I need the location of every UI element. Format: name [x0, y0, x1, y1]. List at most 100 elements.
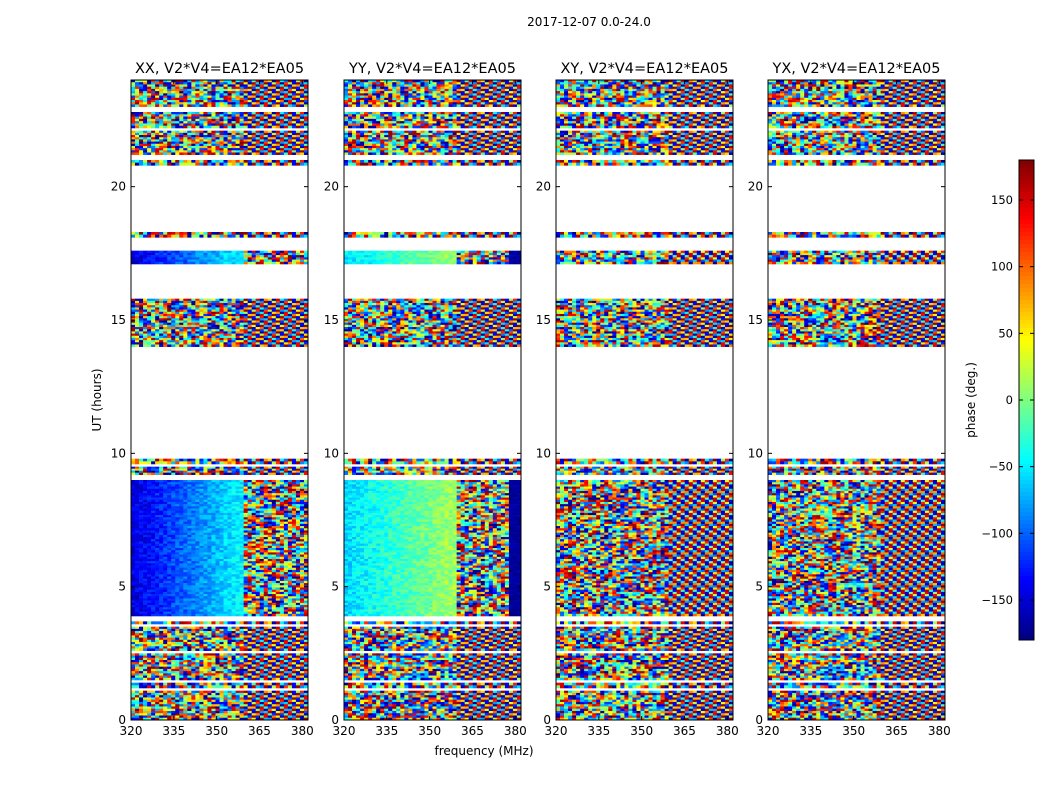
heatmap-cell — [223, 666, 228, 670]
heatmap-cell — [291, 484, 297, 487]
heatmap-cell — [203, 305, 208, 308]
heatmap-cell — [259, 598, 265, 601]
heatmap-cell — [239, 576, 244, 580]
heatmap-cell — [195, 600, 200, 604]
heatmap-cell — [287, 510, 293, 514]
heatmap-cell — [303, 602, 308, 606]
heatmap-cell — [243, 572, 248, 575]
heatmap-cell — [159, 671, 164, 674]
heatmap-cell — [251, 461, 256, 465]
heatmap-cell — [287, 710, 293, 714]
heatmap-cell — [299, 558, 305, 562]
heatmap-cell — [131, 526, 136, 529]
heatmap-cell — [239, 517, 244, 520]
heatmap-cell — [187, 657, 192, 661]
heatmap-cell — [147, 515, 152, 518]
heatmap-cell — [255, 480, 261, 483]
heatmap-cell — [259, 468, 265, 471]
heatmap-cell — [211, 611, 216, 615]
heatmap-cell — [175, 677, 180, 681]
heatmap-cell — [251, 710, 256, 714]
heatmap-cell — [187, 539, 192, 542]
heatmap-cell — [215, 458, 220, 462]
heatmap-cell — [287, 641, 293, 645]
heatmap-cell — [159, 576, 164, 580]
heatmap-cell — [255, 666, 261, 670]
heatmap-cell — [195, 715, 200, 719]
heatmap-cell — [207, 519, 212, 522]
heatmap-cell — [199, 528, 204, 531]
heatmap-cell — [187, 639, 192, 643]
heatmap-cell — [183, 504, 188, 507]
heatmap-cell — [263, 517, 269, 520]
heatmap-cell — [215, 637, 220, 641]
heatmap-cell — [295, 548, 301, 551]
heatmap-cell — [299, 589, 305, 593]
heatmap-cell — [239, 594, 244, 597]
heatmap-cell — [251, 545, 256, 549]
heatmap-cell — [203, 600, 208, 604]
heatmap-cell — [207, 646, 212, 649]
heatmap-cell — [223, 510, 228, 514]
heatmap-cell — [187, 490, 192, 494]
heatmap-cell — [263, 666, 269, 670]
heatmap-cell — [275, 490, 281, 494]
heatmap-cell — [151, 495, 156, 498]
heatmap-cell — [175, 572, 180, 575]
heatmap-cell — [247, 701, 252, 705]
heatmap-cell — [299, 532, 305, 536]
heatmap-cell — [151, 530, 156, 533]
heatmap-cell — [267, 461, 273, 465]
heatmap-cell — [283, 699, 289, 703]
heatmap-cell — [287, 461, 293, 465]
heatmap-cell — [171, 528, 176, 531]
heatmap-cell — [267, 611, 273, 615]
heatmap-cell — [227, 309, 232, 313]
heatmap-cell — [175, 461, 180, 465]
heatmap-cell — [175, 633, 180, 636]
heatmap-cell — [199, 682, 204, 686]
heatmap-cell — [267, 596, 273, 599]
heatmap-cell — [295, 545, 301, 549]
heatmap-cell — [203, 574, 208, 577]
heatmap-cell — [259, 493, 265, 496]
heatmap-cell — [303, 493, 308, 496]
heatmap-cell — [287, 519, 293, 522]
heatmap-cell — [247, 668, 252, 672]
heatmap-cell — [223, 526, 228, 529]
heatmap-cell — [199, 488, 204, 492]
heatmap-cell — [191, 495, 196, 498]
heatmap-cell — [295, 641, 301, 645]
heatmap-cell — [183, 690, 188, 694]
heatmap-cell — [291, 713, 297, 716]
heatmap-cell — [223, 633, 228, 636]
heatmap-cell — [135, 497, 140, 501]
heatmap-cell — [283, 644, 289, 647]
heatmap-cell — [243, 517, 248, 520]
heatmap-cell — [183, 565, 188, 569]
heatmap-cell — [151, 598, 156, 601]
heatmap-cell — [151, 611, 156, 615]
heatmap-cell — [219, 613, 224, 617]
heatmap-cell — [295, 567, 301, 571]
heatmap-cell — [143, 530, 148, 533]
heatmap-cell — [211, 554, 216, 558]
heatmap-cell — [283, 613, 289, 617]
heatmap-cell — [283, 602, 289, 606]
heatmap-cell — [239, 466, 244, 469]
heatmap-cell — [275, 598, 281, 601]
heatmap-cell — [147, 653, 152, 656]
heatmap-cell — [251, 565, 256, 569]
heatmap-cell — [159, 660, 164, 663]
heatmap-cell — [139, 591, 144, 595]
heatmap-cell — [163, 671, 168, 674]
heatmap-cell — [163, 548, 168, 551]
heatmap-cell — [175, 517, 180, 520]
heatmap-cell — [155, 472, 160, 475]
heatmap-cell — [227, 611, 232, 615]
heatmap-cell — [135, 664, 140, 667]
heatmap-cell — [159, 605, 164, 608]
heatmap-cell — [223, 626, 228, 630]
heatmap-cell — [291, 554, 297, 558]
heatmap-cell — [283, 635, 289, 638]
